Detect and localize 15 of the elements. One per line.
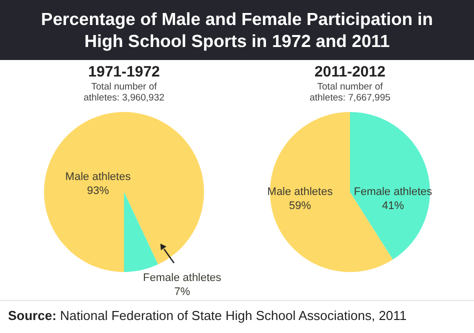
data-label: 41% (382, 200, 404, 212)
text: Percentage of Male and Female Participation in High School Sports in 1972 and 2011 (40, 8, 434, 52)
pie-slice (44, 112, 204, 272)
pie-slice (350, 112, 430, 260)
chart-title: 2011-2012 (314, 64, 386, 80)
data-label: 7% (174, 286, 190, 298)
slice-label: Male athletes (65, 171, 132, 183)
data-label: 93% (87, 185, 110, 197)
chart-title: 1971-1972 (88, 64, 160, 80)
chart-subtitle: Total number of athletes: 3,960,932 (84, 82, 164, 104)
slice-label: Female athletes (143, 272, 222, 284)
source-note: Source: National Federation of State High School Associations, 2011 (8, 308, 408, 323)
chart-subtitle: Total number of athletes: 7,667,995 (310, 82, 390, 104)
data-label: 59% (288, 200, 312, 212)
pie-slice (124, 192, 158, 272)
